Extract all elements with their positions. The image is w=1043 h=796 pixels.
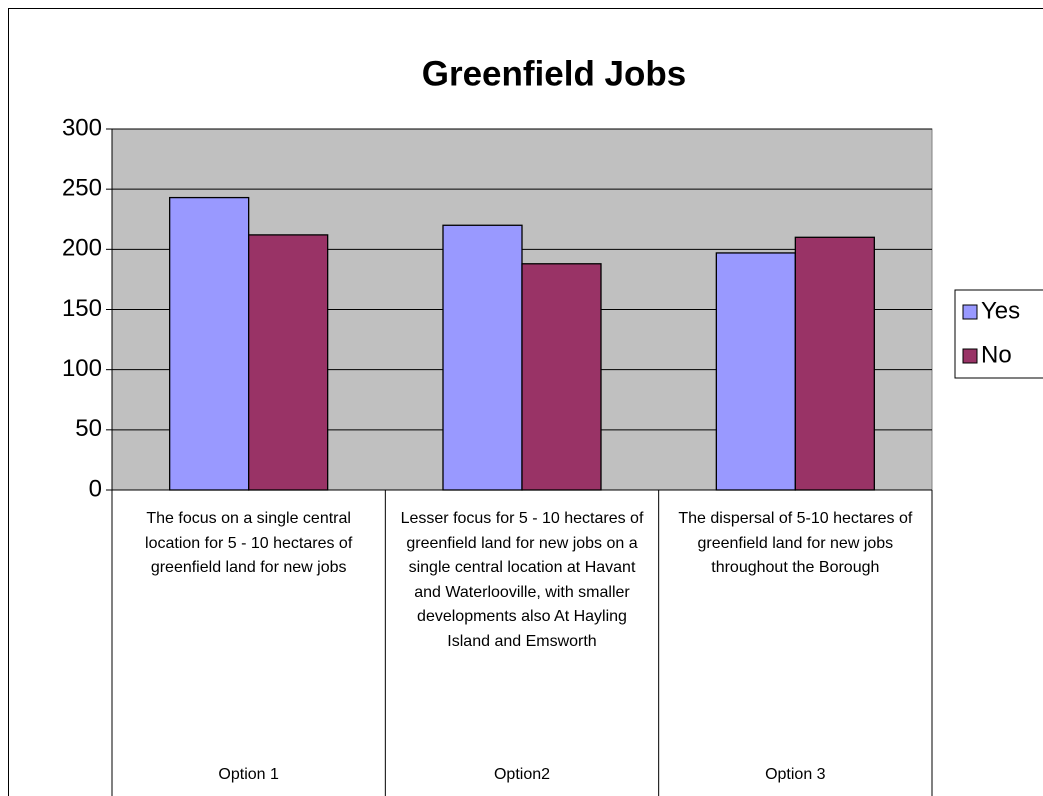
y-tick-label: 150 <box>62 295 102 322</box>
legend-swatch <box>962 304 978 320</box>
y-tick-label: 250 <box>62 175 102 202</box>
y-tick-label: 50 <box>75 415 102 442</box>
x-tick-label: Option 3 <box>765 766 826 783</box>
x-tick-label: Option2 <box>494 766 550 783</box>
x-tick-label: Option 1 <box>218 766 279 783</box>
bar <box>794 236 875 491</box>
bar <box>169 196 250 491</box>
bar <box>521 263 602 491</box>
bar <box>442 224 523 491</box>
y-tick-label: 300 <box>62 114 102 141</box>
category-description: The focus on a single central location f… <box>145 510 353 576</box>
bar <box>248 234 329 491</box>
category-description: Lesser focus for 5 - 10 hectares of gree… <box>400 510 644 650</box>
y-tick-label: 200 <box>62 235 102 262</box>
legend-swatch <box>962 348 978 364</box>
y-tick-label: 0 <box>89 475 102 502</box>
y-tick-label: 100 <box>62 355 102 382</box>
bar <box>715 252 796 491</box>
legend-label: No <box>981 341 1012 368</box>
legend-label: Yes <box>981 297 1020 324</box>
chart-title: Greenfield Jobs <box>422 54 687 93</box>
category-description: The dispersal of 5-10 hectares of greenf… <box>678 510 913 576</box>
